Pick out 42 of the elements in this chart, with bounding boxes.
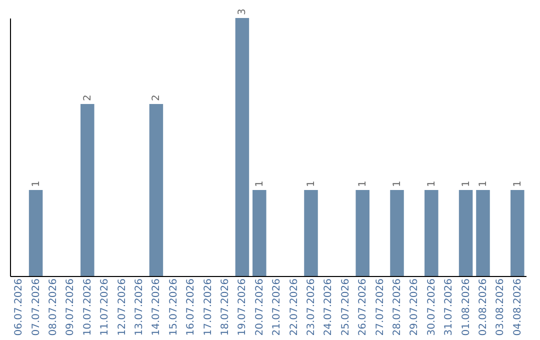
x-tick-label: 21.07.2026	[272, 278, 283, 336]
x-tick-label: 23.07.2026	[306, 278, 317, 336]
data-label: 3	[237, 8, 248, 15]
x-tick-label: 19.07.2026	[237, 278, 248, 336]
x-tick-label: 09.07.2026	[65, 278, 76, 336]
x-tick-label: 04.08.2026	[512, 278, 524, 336]
x-tick-label: 08.07.2026	[48, 278, 59, 336]
x-tick-label: 02.08.2026	[478, 278, 489, 336]
data-label: 1	[460, 180, 472, 187]
data-label: 1	[426, 180, 438, 187]
x-tick-label: 10.07.2026	[82, 278, 94, 336]
x-tick-label: 01.08.2026	[460, 278, 472, 336]
data-label: 1	[392, 180, 403, 187]
x-tick-label: 13.07.2026	[134, 278, 145, 336]
x-tick-label: 24.07.2026	[323, 278, 334, 336]
data-label: 1	[306, 180, 317, 187]
x-tick-label: 30.07.2026	[426, 278, 438, 336]
x-tick-label: 16.07.2026	[186, 278, 197, 336]
data-label: 2	[82, 94, 94, 101]
x-tick-label: 22.07.2026	[288, 278, 300, 336]
x-tick-label: 03.08.2026	[495, 278, 506, 336]
x-tick-label: 26.07.2026	[358, 278, 369, 336]
x-tick-label: 20.07.2026	[254, 278, 266, 336]
x-tick-label: 15.07.2026	[168, 278, 180, 336]
data-label: 1	[358, 180, 369, 187]
x-tick-label: 31.07.2026	[444, 278, 455, 336]
x-tick-label: 18.07.2026	[220, 278, 231, 336]
x-tick-label: 17.07.2026	[202, 278, 214, 336]
x-tick-label: 27.07.2026	[374, 278, 386, 336]
x-tick-label: 14.07.2026	[151, 278, 162, 336]
x-tick-label: 12.07.2026	[116, 278, 128, 336]
data-label: 1	[478, 180, 489, 187]
x-tick-label: 11.07.2026	[100, 278, 111, 336]
data-label: 1	[254, 180, 266, 187]
data-label: 1	[512, 180, 524, 187]
x-tick-label: 06.07.2026	[14, 278, 25, 336]
x-tick-label: 28.07.2026	[392, 278, 403, 336]
x-tick-label: 29.07.2026	[409, 278, 420, 336]
x-tick-label: 07.07.2026	[30, 278, 42, 336]
x-tick-label: 25.07.2026	[340, 278, 352, 336]
data-label: 2	[151, 94, 162, 101]
data-label: 1	[30, 180, 42, 187]
